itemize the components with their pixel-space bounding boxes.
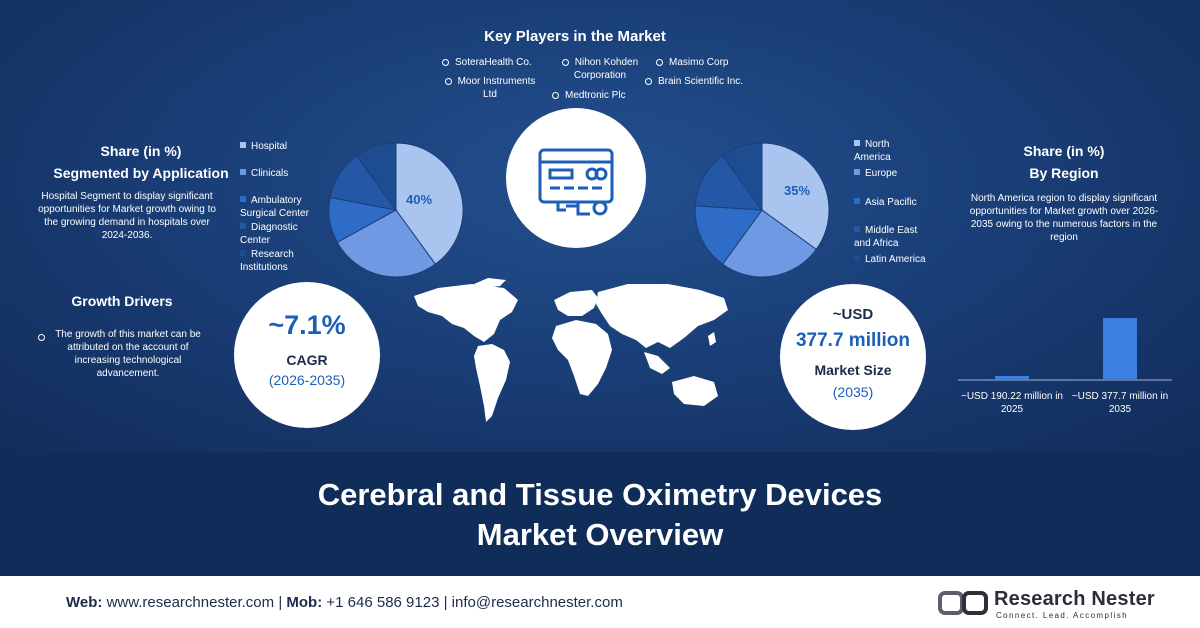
legend-swatch xyxy=(854,226,860,232)
pie-slice xyxy=(336,209,437,278)
pie-slice xyxy=(721,142,763,212)
world-map-icon xyxy=(414,278,728,422)
web-label: Web: xyxy=(66,594,103,611)
key-players-title: Key Players in the Market xyxy=(484,28,666,45)
bullet-icon xyxy=(38,328,48,341)
legend-item: Europe xyxy=(854,167,926,180)
mob-label: Mob: xyxy=(286,594,323,611)
application-pie-label: 40% xyxy=(406,192,433,207)
device-circle xyxy=(506,108,646,248)
player-item: SoteraHealth Co. xyxy=(442,56,532,69)
pie-slice xyxy=(355,142,397,212)
cagr-period: (2026-2035) xyxy=(268,372,346,388)
page-subtitle: Market Overview xyxy=(476,517,724,552)
growth-drivers-text: The growth of this market can be attribu… xyxy=(55,329,201,379)
bar-label: ~USD 190.22 million in 2025 xyxy=(961,391,1063,415)
market-size-label: Market Size xyxy=(814,362,892,378)
legend-item: Middle East and Africa xyxy=(854,225,918,249)
legend-swatch xyxy=(854,169,860,175)
market-size-value: 377.7 million xyxy=(795,330,911,351)
legend-item: Hospital xyxy=(240,140,332,153)
bullet-icon xyxy=(561,58,569,66)
player-item: Masimo Corp xyxy=(656,56,728,69)
market-bar-chart xyxy=(958,318,1172,381)
legend-item: Diagnostic Center xyxy=(240,222,298,246)
logo-name: Research Nester xyxy=(994,588,1155,610)
legend-swatch xyxy=(854,198,860,204)
region-title: Share (in %) By Region xyxy=(1023,143,1105,181)
email-link[interactable]: info@researchnester.com xyxy=(451,594,623,611)
bullet-icon xyxy=(442,58,449,66)
pie-slice xyxy=(721,209,817,278)
bullet-icon xyxy=(645,77,652,85)
legend-item: Research Institutions xyxy=(240,249,294,273)
legend-swatch xyxy=(854,140,860,146)
region-pie-chart xyxy=(694,142,830,278)
application-pie-chart xyxy=(328,142,464,278)
footer xyxy=(0,576,1200,628)
legend-item: Asia Pacific xyxy=(854,196,926,209)
legend-item: Clinicals xyxy=(240,167,332,180)
bullet-icon xyxy=(656,58,663,66)
legend-swatch xyxy=(240,169,246,175)
region-pie-label: 35% xyxy=(784,183,811,198)
bar-label: ~USD 377.7 million in 2035 xyxy=(1071,391,1169,415)
player-item: Moor Instruments Ltd xyxy=(440,75,540,101)
title-band xyxy=(0,452,1200,576)
player-item: Medtronic Plc xyxy=(552,89,626,102)
footer-contact: Web: www.researchnester.com | Mob: +1 64… xyxy=(66,594,623,611)
cagr-circle: ~7.1% CAGR (2026-2035) xyxy=(234,282,380,428)
region-description: North America region to display signific… xyxy=(969,193,1159,243)
research-nester-logo-icon xyxy=(938,591,988,615)
application-description: Hospital Segment to display significant … xyxy=(38,191,216,241)
market-size-circle: ~USD 377.7 million Market Size (2035) xyxy=(780,284,926,430)
separator: | xyxy=(278,594,287,611)
bullet-icon xyxy=(552,91,559,99)
application-title: Share (in %) Segmented by Application xyxy=(53,143,229,181)
market-size-year: (2035) xyxy=(832,384,874,400)
page-title: Cerebral and Tissue Oximetry Devices xyxy=(317,477,883,512)
oximeter-device-icon xyxy=(538,148,614,216)
legend-item: North America xyxy=(854,139,891,163)
player-item: Brain Scientific Inc. xyxy=(645,75,743,88)
cagr-value: ~7.1% xyxy=(268,310,346,340)
growth-drivers-title: Growth Drivers xyxy=(71,293,173,309)
legend-swatch xyxy=(854,255,860,261)
bar xyxy=(1103,318,1137,380)
web-link[interactable]: www.researchnester.com xyxy=(106,594,275,611)
legend-swatch xyxy=(240,196,246,202)
pie-slice xyxy=(395,142,464,265)
legend-swatch xyxy=(240,223,246,229)
market-size-prefix: ~USD xyxy=(832,306,874,323)
legend-item: Latin America xyxy=(854,253,926,266)
player-item: Nihon Kohden Corporation xyxy=(558,56,642,82)
legend-item: Ambulatory Surgical Center xyxy=(240,195,309,219)
pie-slice xyxy=(694,155,764,211)
pie-slice xyxy=(761,142,830,251)
legend-swatch xyxy=(240,250,246,256)
cagr-label: CAGR xyxy=(286,352,328,368)
bar xyxy=(995,376,1029,380)
separator: | xyxy=(443,594,452,611)
pie-slice xyxy=(694,205,763,265)
logo-tagline: Connect. Lead. Accomplish xyxy=(996,611,1128,620)
phone-number: +1 646 586 9123 xyxy=(326,594,440,611)
legend-swatch xyxy=(240,142,246,148)
bullet-icon xyxy=(444,77,452,85)
